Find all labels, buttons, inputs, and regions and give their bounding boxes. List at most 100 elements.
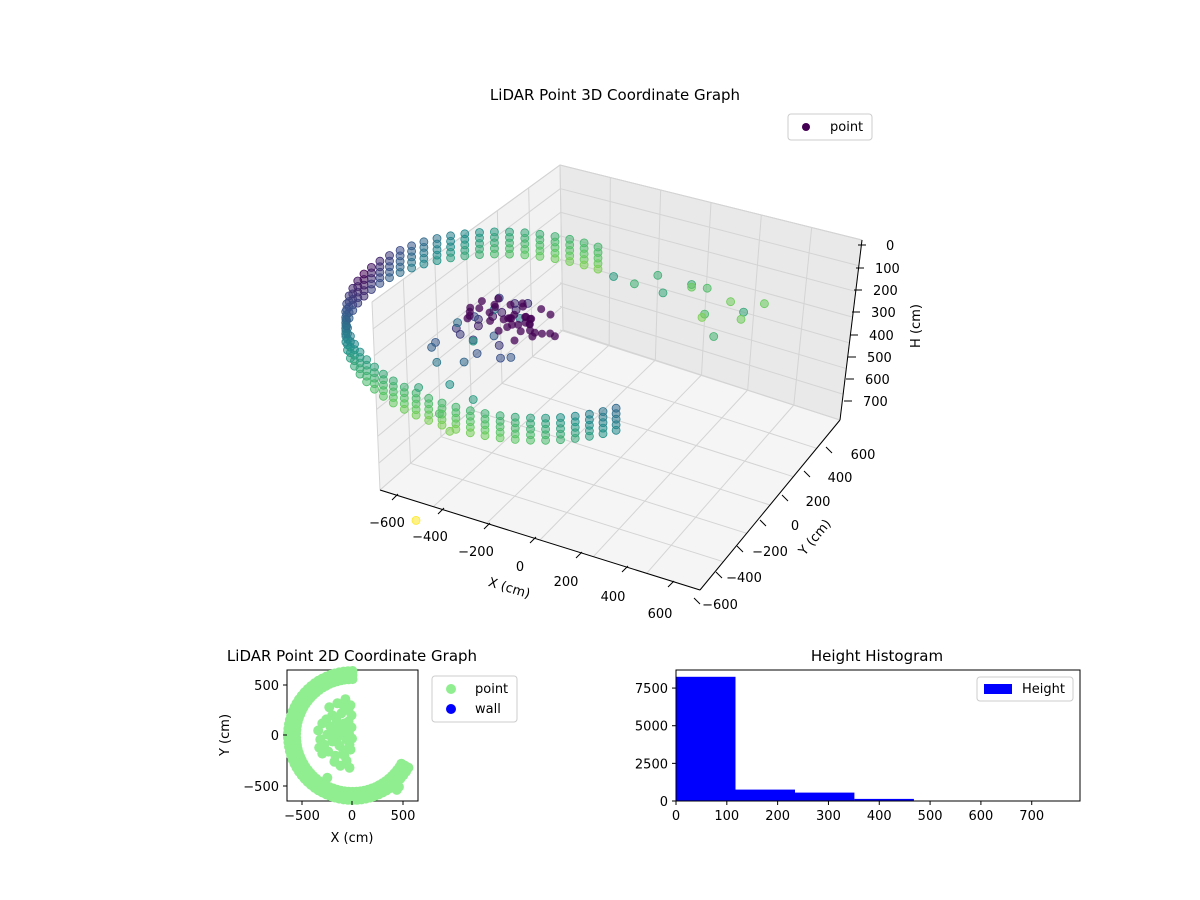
point-marker-3d — [506, 300, 515, 309]
y-tick-label: −600 — [702, 598, 738, 613]
x-tick-label: 0 — [348, 809, 356, 824]
point-marker-3d — [353, 298, 363, 308]
point-marker-3d — [519, 302, 527, 311]
point-marker-3d — [510, 336, 519, 345]
point-marker-3d — [375, 278, 385, 288]
legend-wall-marker — [446, 704, 456, 714]
point-marker-3d — [541, 435, 550, 445]
point-marker-2d — [403, 762, 414, 773]
histogram-bar — [735, 789, 795, 801]
point-marker-3d — [477, 297, 486, 306]
point-marker-3d — [585, 431, 594, 441]
point-marker-3d — [427, 342, 437, 352]
point-marker-3d — [739, 307, 748, 317]
point-marker-3d — [460, 251, 470, 261]
point-marker-3d — [437, 420, 447, 430]
point-marker-2d — [344, 728, 354, 739]
point-marker-3d — [465, 307, 474, 316]
point-marker-3d — [497, 307, 507, 317]
x-axis-label: X (cm) — [486, 575, 532, 602]
grid-line — [559, 164, 863, 241]
z-tick-label: 400 — [869, 329, 894, 344]
point-marker-3d — [407, 263, 417, 273]
grid-line — [559, 282, 847, 370]
point-marker-2d — [313, 725, 324, 736]
point-marker-3d — [432, 357, 442, 367]
point-marker-3d — [388, 398, 398, 408]
point-marker-3d — [687, 282, 696, 292]
legend-point-label: point — [475, 682, 508, 697]
x-tick-label: 600 — [648, 607, 673, 622]
z-tick-label: 100 — [875, 262, 900, 277]
y-tick-label: 0 — [791, 519, 799, 534]
point-marker-3d — [345, 353, 355, 363]
pane-back — [560, 165, 862, 420]
point-marker-2d — [326, 731, 337, 742]
point-marker-3d — [486, 316, 495, 325]
point-marker-2d — [345, 744, 356, 755]
histogram-bar — [794, 792, 855, 801]
legend-2d: point wall — [431, 675, 518, 723]
point-marker-3d — [506, 352, 516, 362]
x-tick-label: −200 — [458, 545, 494, 560]
point-marker-3d — [528, 332, 537, 341]
point-marker-3d — [516, 327, 525, 336]
point-marker-3d — [465, 428, 475, 438]
point-marker-3d — [424, 415, 434, 425]
y-axis-line — [699, 419, 841, 591]
point-marker-3d — [505, 249, 514, 259]
x-tick-label: 200 — [554, 575, 579, 590]
point-marker-3d — [453, 318, 463, 328]
point-marker-3d — [504, 314, 513, 323]
z-tick-label: 700 — [863, 395, 888, 410]
point-marker-3d — [736, 314, 746, 324]
legend-point-marker — [446, 684, 456, 694]
y-tick-label: 0 — [271, 729, 279, 744]
point-marker-3d — [411, 410, 421, 420]
point-marker-3d — [366, 285, 376, 294]
histogram-bar — [676, 676, 736, 801]
x-tick-label: 600 — [968, 809, 993, 824]
point-marker-3d — [522, 312, 530, 321]
legend-hist-swatch — [984, 684, 1012, 694]
grid-line — [793, 227, 813, 406]
point-marker-3d — [494, 326, 503, 335]
point-marker-3d — [495, 433, 505, 443]
point-marker-3d — [395, 268, 405, 277]
point-marker-3d — [359, 291, 369, 301]
histogram-title: Height Histogram — [811, 647, 943, 665]
point-marker-3d — [432, 256, 442, 266]
point-marker-3d — [546, 310, 555, 319]
plot-area-histogram — [675, 669, 1081, 802]
point-marker-3d — [378, 391, 388, 401]
legend-histogram: Height — [976, 676, 1074, 702]
point-marker-3d — [411, 516, 421, 525]
point-marker-3d — [489, 331, 499, 341]
point-marker-3d — [370, 384, 379, 394]
point-marker-3d — [520, 250, 530, 260]
x-tick-label: 0 — [672, 809, 680, 824]
point-marker-3d — [445, 426, 455, 436]
point-marker-3d — [550, 332, 559, 341]
point-marker-3d — [341, 329, 351, 339]
point-marker-3d — [350, 361, 359, 371]
z-tick-label: 0 — [886, 239, 894, 254]
pane-floor — [380, 330, 840, 590]
x-tick-label: 100 — [714, 809, 739, 824]
point-marker-3d — [726, 297, 735, 307]
x-tick-label: 200 — [765, 809, 790, 824]
point-marker-3d — [468, 336, 478, 346]
y-tick-label: 400 — [828, 471, 853, 486]
grid-line — [608, 177, 611, 346]
point-marker-3d — [475, 304, 484, 313]
point-marker-3d — [399, 404, 409, 414]
x-tick-label: 500 — [918, 809, 943, 824]
x-axis-label: X (cm) — [331, 831, 374, 846]
point-marker-3d — [658, 288, 668, 298]
grid-line — [559, 258, 850, 344]
point-marker-3d — [514, 320, 523, 329]
point-marker-3d — [526, 435, 535, 445]
x-tick-label: 500 — [391, 809, 416, 824]
point-marker-2d — [340, 694, 351, 705]
point-marker-2d — [315, 734, 326, 745]
